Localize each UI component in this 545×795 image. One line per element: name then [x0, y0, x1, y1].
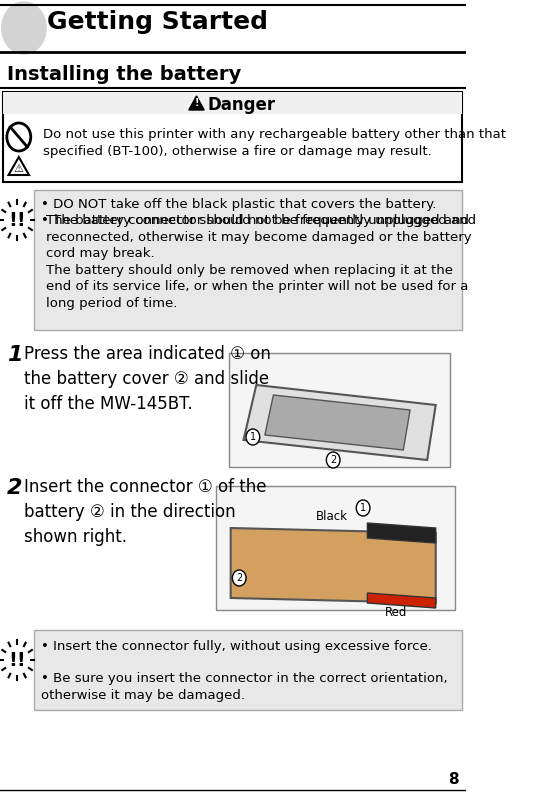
Text: • The battery connector should not be frequently unplugged and: • The battery connector should not be fr… — [41, 214, 476, 227]
Text: • DO NOT take off the black plastic that covers the battery.: • DO NOT take off the black plastic that… — [41, 198, 437, 211]
Text: 8: 8 — [448, 773, 459, 788]
Polygon shape — [367, 593, 435, 608]
Text: ⚠: ⚠ — [14, 164, 24, 174]
FancyBboxPatch shape — [34, 630, 462, 710]
Text: 2: 2 — [7, 478, 22, 498]
Text: • Insert the connector fully, without using excessive force.: • Insert the connector fully, without us… — [41, 640, 432, 653]
Text: • Be sure you insert the connector in the correct orientation,
otherwise it may : • Be sure you insert the connector in th… — [41, 672, 447, 702]
Text: 2: 2 — [236, 573, 243, 583]
Circle shape — [326, 452, 340, 468]
Text: !!: !! — [8, 650, 26, 669]
FancyBboxPatch shape — [3, 92, 462, 182]
Polygon shape — [265, 395, 410, 450]
Text: Insert the connector ① of the
battery ② in the direction
shown right.: Insert the connector ① of the battery ② … — [24, 478, 267, 546]
Text: Press the area indicated ① on
the battery cover ② and slide
it off the MW-145BT.: Press the area indicated ① on the batter… — [24, 345, 271, 413]
Text: !: ! — [194, 98, 199, 108]
FancyBboxPatch shape — [229, 353, 450, 467]
Circle shape — [2, 2, 46, 54]
FancyBboxPatch shape — [3, 92, 462, 114]
Polygon shape — [367, 523, 435, 543]
Text: !!: !! — [8, 211, 26, 230]
Text: The battery connector should not be frequently unplugged and
reconnected, otherw: The battery connector should not be freq… — [46, 214, 472, 309]
Polygon shape — [189, 96, 204, 110]
Text: 1: 1 — [250, 432, 256, 442]
Text: Black: Black — [316, 510, 348, 522]
Polygon shape — [231, 528, 435, 603]
Text: 2: 2 — [330, 455, 336, 465]
Circle shape — [356, 500, 370, 516]
Text: 1: 1 — [7, 345, 22, 365]
Polygon shape — [244, 385, 435, 460]
Text: Do not use this printer with any rechargeable battery other than that
specified : Do not use this printer with any recharg… — [43, 128, 506, 158]
FancyBboxPatch shape — [34, 190, 462, 330]
Text: Getting Started: Getting Started — [47, 10, 268, 34]
Text: Installing the battery: Installing the battery — [7, 65, 241, 84]
Text: 1: 1 — [360, 503, 366, 513]
Text: Danger: Danger — [208, 96, 276, 114]
Text: Red: Red — [384, 607, 407, 619]
FancyBboxPatch shape — [216, 486, 455, 610]
Circle shape — [246, 429, 260, 445]
Circle shape — [232, 570, 246, 586]
